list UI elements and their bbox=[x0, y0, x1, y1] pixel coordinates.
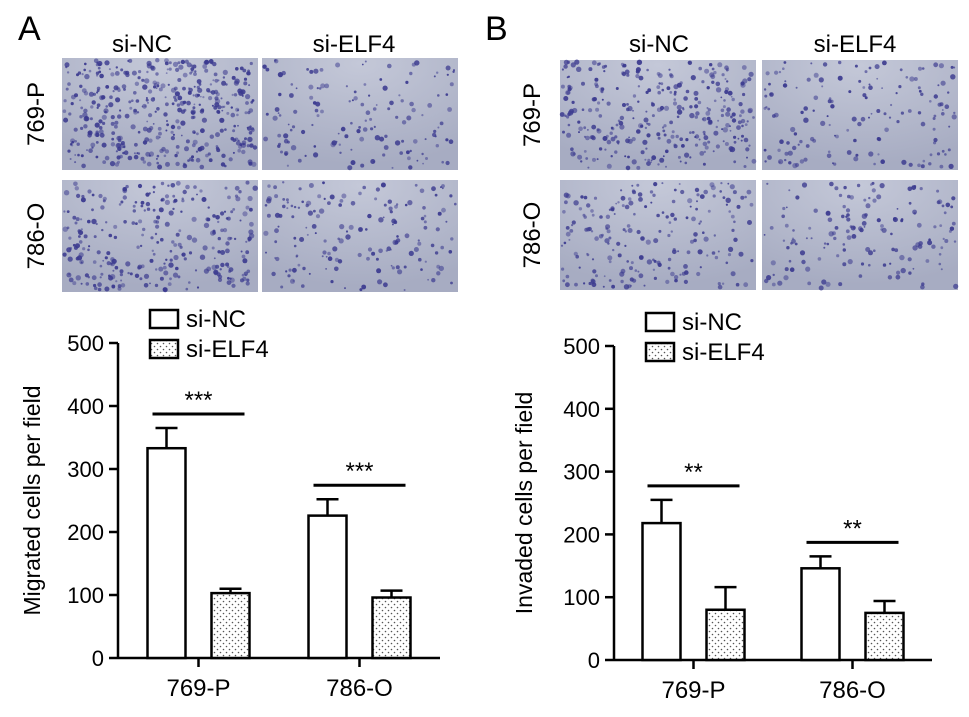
bar-si-nc bbox=[146, 446, 187, 660]
bar-si-elf4 bbox=[371, 596, 412, 660]
y-tick-label: 500 bbox=[563, 334, 600, 359]
panel-letter: B bbox=[485, 10, 508, 48]
bar-si-elf4 bbox=[210, 591, 251, 660]
legend-label: si-NC bbox=[186, 306, 246, 333]
bar-si-elf4 bbox=[864, 611, 905, 662]
legend-swatch bbox=[148, 338, 180, 360]
significance-label: ** bbox=[843, 515, 862, 542]
y-tick-label: 200 bbox=[563, 522, 600, 547]
panel-letter: A bbox=[18, 10, 41, 48]
y-tick-label: 100 bbox=[563, 585, 600, 610]
y-tick-label: 0 bbox=[588, 648, 600, 673]
significance-label: *** bbox=[184, 387, 212, 414]
legend-label: si-ELF4 bbox=[186, 336, 269, 363]
y-tick-label: 0 bbox=[92, 646, 104, 671]
x-tick-label: 786-O bbox=[326, 675, 393, 702]
legend-swatch bbox=[148, 308, 180, 330]
micrograph-image bbox=[762, 60, 958, 170]
micrograph-image bbox=[762, 180, 959, 291]
legend: si-NC si-ELF4 bbox=[644, 309, 765, 366]
row-header: 769-P bbox=[23, 82, 50, 146]
row-header: 786-O bbox=[519, 202, 546, 269]
x-tick-label: 769-P bbox=[661, 677, 725, 704]
micrograph-image bbox=[262, 180, 458, 292]
bar-chart-migration: 0 100 200 300 400 500 Migrated cells per field… bbox=[19, 306, 440, 702]
column-header: si-ELF4 bbox=[313, 31, 396, 58]
significance-label: ** bbox=[684, 459, 703, 486]
micrograph-image bbox=[262, 58, 458, 171]
bar-si-nc bbox=[641, 521, 682, 662]
y-axis-label: Invaded cells per field bbox=[511, 392, 537, 614]
column-header: si-NC bbox=[112, 31, 172, 58]
y-tick-label: 400 bbox=[563, 397, 600, 422]
column-header: si-NC bbox=[629, 31, 689, 58]
micrograph-image bbox=[560, 180, 756, 290]
x-tick-label: 786-O bbox=[819, 677, 886, 704]
bar-si-elf4 bbox=[705, 608, 746, 662]
y-tick-label: 300 bbox=[563, 460, 600, 485]
column-header: si-ELF4 bbox=[814, 31, 897, 58]
y-tick-label: 400 bbox=[67, 394, 104, 419]
legend-swatch bbox=[644, 341, 676, 363]
legend-swatch bbox=[644, 311, 676, 333]
row-header: 786-O bbox=[23, 203, 50, 270]
legend-label: si-ELF4 bbox=[682, 339, 765, 366]
x-tick-label: 769-P bbox=[166, 675, 230, 702]
legend-label: si-NC bbox=[682, 309, 742, 336]
bar-chart-invasion: 0 100 200 300 400 500 Invaded cells per field 7… bbox=[511, 309, 932, 704]
y-tick-label: 100 bbox=[67, 583, 104, 608]
bar-si-nc bbox=[800, 567, 841, 662]
y-tick-label: 500 bbox=[67, 331, 104, 356]
row-header: 769-P bbox=[519, 83, 546, 147]
significance-label: *** bbox=[345, 458, 373, 485]
y-tick-label: 300 bbox=[67, 457, 104, 482]
bar-si-nc bbox=[307, 514, 348, 660]
legend: si-NC si-ELF4 bbox=[148, 306, 269, 363]
micrograph-image bbox=[62, 180, 258, 293]
micrograph-image bbox=[559, 59, 757, 171]
y-axis-label: Migrated cells per field bbox=[19, 385, 45, 615]
y-tick-label: 200 bbox=[67, 520, 104, 545]
micrograph-image bbox=[62, 58, 258, 170]
